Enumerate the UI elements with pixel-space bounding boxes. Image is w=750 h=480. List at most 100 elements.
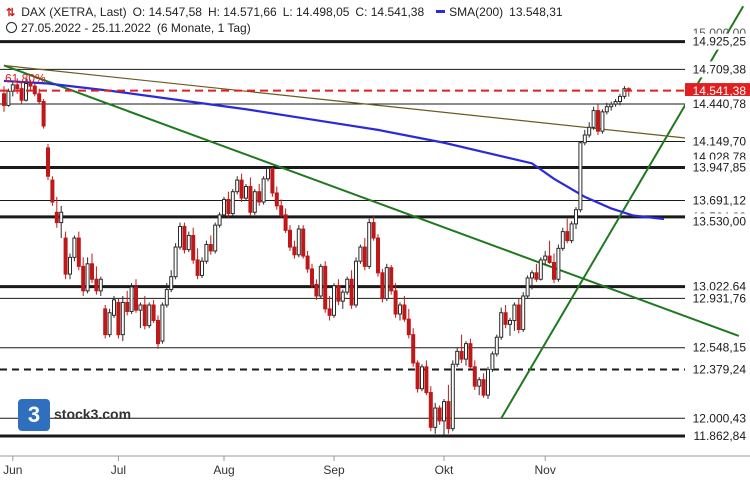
candle-body-110 bbox=[486, 368, 490, 396]
candle-body-8 bbox=[37, 93, 42, 103]
candle-body-10 bbox=[46, 147, 50, 177]
level-label-bg-8 bbox=[685, 213, 750, 230]
level-label-6: 13.691,12 bbox=[693, 194, 747, 208]
x-label-4: Okt bbox=[435, 463, 454, 477]
candle-body-48 bbox=[213, 224, 218, 252]
sma200-layer bbox=[3, 79, 665, 221]
candle-body-17 bbox=[76, 237, 81, 267]
candle-body-65 bbox=[288, 229, 292, 248]
candle-body-126 bbox=[556, 247, 561, 280]
candle-body-28 bbox=[125, 301, 130, 312]
level-label-bg-0 bbox=[685, 33, 750, 50]
period-label: (6 Monate, 1 Tag) bbox=[156, 21, 251, 35]
trendline-down bbox=[3, 64, 740, 337]
candle-body-136 bbox=[600, 111, 605, 132]
candle-body-73 bbox=[323, 265, 328, 310]
candle-body-60 bbox=[266, 168, 270, 180]
candle-body-78 bbox=[345, 278, 350, 293]
candle-body-20 bbox=[90, 263, 94, 280]
candle-body-55 bbox=[244, 186, 248, 199]
candle-body-1 bbox=[6, 90, 11, 106]
x-label-1: Jul bbox=[111, 463, 126, 477]
candle-body-24 bbox=[107, 312, 112, 336]
candle-body-58 bbox=[257, 191, 262, 203]
level-label-10: 12.931,76 bbox=[693, 291, 747, 305]
x-label-2: Aug bbox=[213, 463, 234, 477]
candle-body-100 bbox=[442, 401, 446, 422]
candle-body-64 bbox=[283, 214, 288, 231]
candles bbox=[2, 78, 631, 436]
candle-body-25 bbox=[112, 299, 116, 316]
horizontal-levels bbox=[0, 40, 688, 438]
level-label-11: 12.548,15 bbox=[693, 341, 747, 355]
candle-body-105 bbox=[464, 343, 468, 360]
candle-body-125 bbox=[552, 262, 556, 280]
x-label-0: Jun bbox=[3, 463, 22, 477]
candle-body-43 bbox=[191, 234, 196, 261]
header-row-range: 27.05.2022 - 25.11.2022 (6 Monate, 1 Tag) bbox=[6, 21, 257, 35]
candle-body-87 bbox=[384, 267, 389, 300]
candle-body-93 bbox=[411, 334, 416, 364]
candle-body-14 bbox=[63, 237, 68, 275]
candle-body-71 bbox=[314, 283, 319, 297]
candle-body-88 bbox=[389, 267, 394, 292]
candle-body-123 bbox=[543, 255, 548, 261]
level-labels: 14.925,2514.709,3814.440,7814.149,7014.0… bbox=[685, 33, 750, 444]
trendlines bbox=[3, 5, 750, 419]
high-value: H: 14.571,66 bbox=[207, 5, 277, 19]
candle-body-128 bbox=[565, 231, 570, 242]
candle-body-115 bbox=[508, 319, 512, 325]
candle-body-5 bbox=[24, 83, 28, 101]
x-label-5: Nov bbox=[535, 463, 556, 477]
sma-value: 13.548,31 bbox=[509, 5, 563, 19]
candle-body-82 bbox=[362, 246, 367, 267]
candle-body-111 bbox=[490, 353, 495, 370]
candle-body-79 bbox=[349, 278, 354, 306]
candle-body-40 bbox=[178, 225, 182, 248]
candle-body-81 bbox=[358, 246, 363, 262]
candle-body-104 bbox=[459, 350, 464, 360]
candle-body-133 bbox=[587, 126, 592, 136]
candle-body-33 bbox=[147, 304, 152, 327]
chart-header: ⇅ DAX (XETRA, Last) O: 14.547,58 H: 14.571,… bbox=[0, 0, 750, 40]
candle-body-76 bbox=[336, 285, 341, 302]
candle-body-19 bbox=[85, 263, 90, 292]
candle-body-70 bbox=[310, 268, 314, 285]
candle-body-18 bbox=[81, 265, 86, 292]
header-row-ohlc: ⇅ DAX (XETRA, Last) O: 14.547,58 H: 14.571,… bbox=[6, 5, 569, 19]
candle-body-11 bbox=[50, 179, 55, 203]
candle-body-130 bbox=[574, 209, 578, 225]
stock3-logo-icon: 3 bbox=[18, 399, 50, 431]
candle-body-36 bbox=[160, 304, 165, 342]
candle-body-124 bbox=[547, 255, 552, 264]
current-price-tag bbox=[685, 83, 750, 100]
candle-body-74 bbox=[327, 308, 332, 316]
candle-body-119 bbox=[525, 277, 530, 297]
candle-body-91 bbox=[402, 304, 407, 320]
candle-body-139 bbox=[613, 101, 618, 105]
level-label-0: 14.925,25 bbox=[693, 35, 747, 49]
x-label-3: Sep bbox=[323, 463, 345, 477]
level-label-bg-13 bbox=[685, 410, 750, 427]
candle-body-0 bbox=[2, 93, 6, 106]
candle-body-83 bbox=[367, 222, 372, 267]
fib-label: 61,80% bbox=[5, 72, 46, 86]
level-label-9: 13.022,64 bbox=[693, 280, 747, 294]
candle-body-54 bbox=[239, 179, 244, 199]
candle-body-95 bbox=[420, 366, 424, 390]
candle-body-135 bbox=[596, 110, 600, 132]
candle-body-12 bbox=[54, 211, 59, 224]
candle-body-127 bbox=[560, 231, 565, 249]
instrument-name: DAX (XETRA, Last) bbox=[21, 5, 127, 19]
level-label-bg-3 bbox=[685, 133, 750, 150]
candle-body-67 bbox=[296, 228, 301, 256]
trendline-gentle-down bbox=[3, 64, 750, 146]
candle-body-69 bbox=[305, 255, 310, 270]
candle-body-22 bbox=[98, 278, 103, 292]
candle-body-47 bbox=[208, 243, 213, 252]
candle-body-57 bbox=[252, 191, 257, 213]
level-label-8: 13.530,00 bbox=[693, 214, 747, 228]
candle-body-89 bbox=[393, 290, 398, 315]
candle-body-101 bbox=[446, 401, 451, 430]
candle-body-103 bbox=[455, 350, 460, 365]
